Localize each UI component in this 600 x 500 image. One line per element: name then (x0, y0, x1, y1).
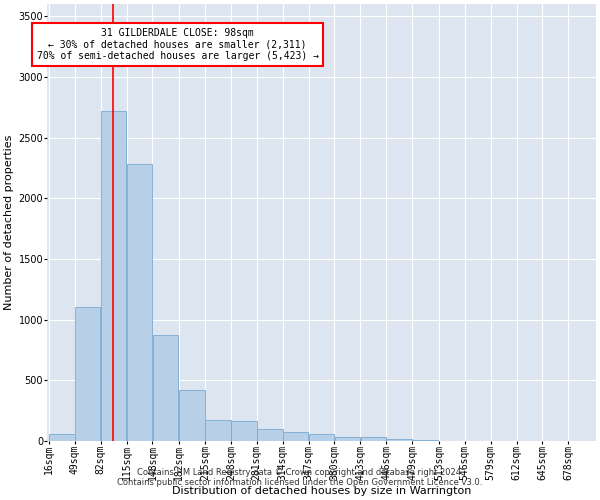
Bar (49, 434, 74, 441)
Bar (412, 440, 438, 441)
Bar (179, 390, 205, 441)
Text: Contains HM Land Registry data © Crown copyright and database right 2024.: Contains HM Land Registry data © Crown c… (137, 468, 463, 477)
Bar (231, 422, 257, 441)
Text: 31 GILDERDALE CLOSE: 98sqm
← 30% of detached houses are smaller (2,311)
70% of s: 31 GILDERDALE CLOSE: 98sqm ← 30% of deta… (37, 28, 319, 61)
Bar (127, 164, 152, 441)
Bar (101, 111, 127, 441)
Bar (152, 336, 178, 441)
Y-axis label: Number of detached properties: Number of detached properties (4, 135, 14, 310)
Bar (75, 308, 100, 441)
Bar (205, 420, 231, 441)
Bar (361, 437, 386, 441)
Text: Contains public sector information licensed under the Open Government Licence v3: Contains public sector information licen… (118, 478, 482, 488)
Bar (335, 436, 360, 441)
Bar (257, 430, 283, 441)
X-axis label: Distribution of detached houses by size in Warrington: Distribution of detached houses by size … (172, 486, 471, 496)
Bar (283, 432, 308, 441)
Bar (309, 434, 334, 441)
Bar (386, 439, 412, 441)
